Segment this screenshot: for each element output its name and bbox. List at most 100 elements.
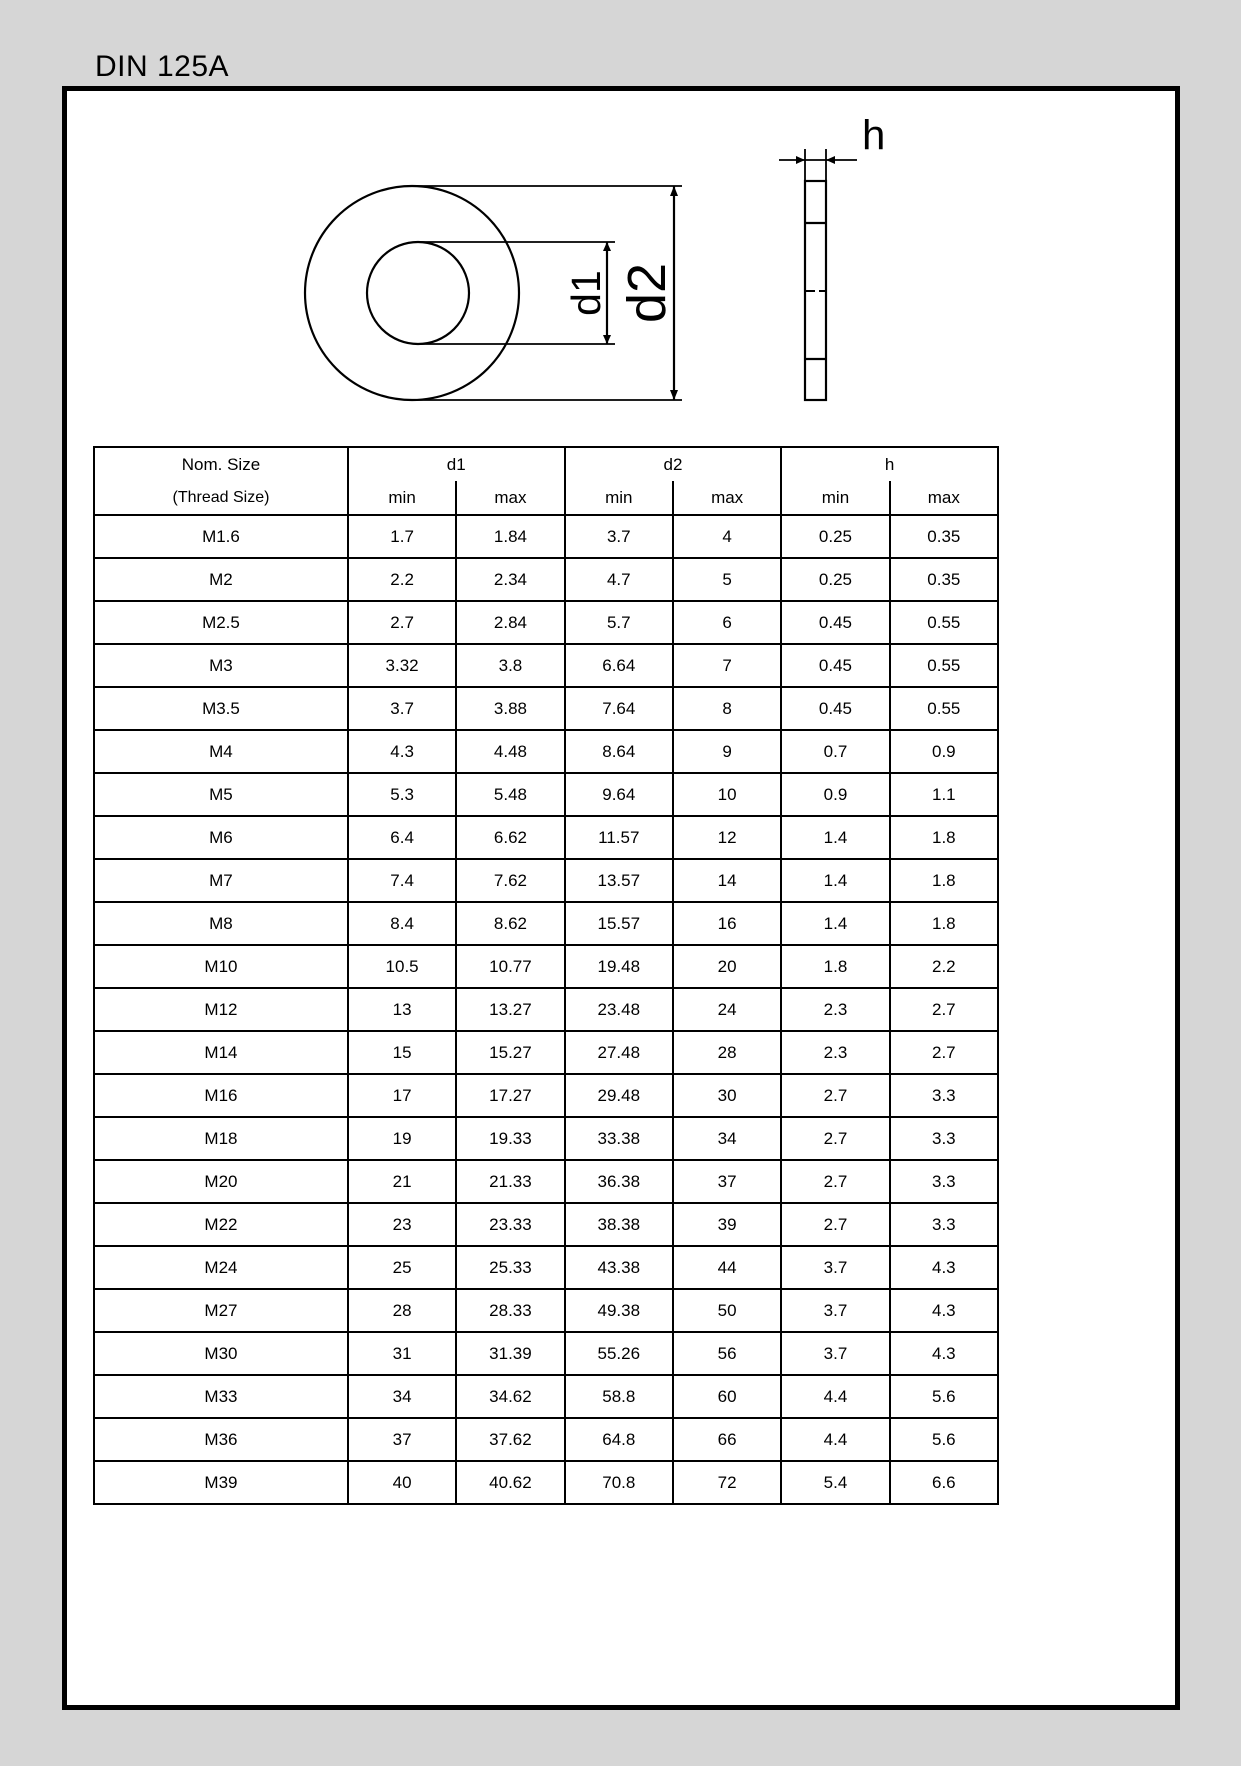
cell-d1-max: 17.27 bbox=[455, 1073, 566, 1118]
cell-h-min: 4.4 bbox=[780, 1417, 891, 1462]
cell-h-max: 0.55 bbox=[888, 600, 1000, 645]
table-row: M12 13 13.27 23.48 24 2.3 2.7 bbox=[93, 987, 1000, 1032]
cell-d2-min: 49.38 bbox=[563, 1288, 674, 1333]
inner-circle bbox=[365, 240, 471, 346]
cell-d2-max: 66 bbox=[671, 1417, 783, 1462]
header-d2-max: max bbox=[671, 481, 783, 516]
table-row: M36 37 37.62 64.8 66 4.4 5.6 bbox=[93, 1417, 1000, 1462]
cell-d2-min: 15.57 bbox=[563, 901, 674, 946]
cell-d2-max: 10 bbox=[671, 772, 783, 817]
header-nom-size-line2: (Thread Size) bbox=[93, 481, 349, 516]
cell-d1-max: 1.84 bbox=[455, 514, 566, 559]
header-d2-min: min bbox=[563, 481, 674, 516]
washer-front-view bbox=[303, 184, 521, 402]
cell-nom-size: M16 bbox=[93, 1073, 349, 1118]
cell-h-max: 0.55 bbox=[888, 686, 1000, 731]
cell-d1-min: 15 bbox=[346, 1030, 458, 1075]
cell-nom-size: M27 bbox=[93, 1288, 349, 1333]
cell-d2-max: 34 bbox=[671, 1116, 783, 1161]
cell-d2-min: 13.57 bbox=[563, 858, 674, 903]
header-group-h: h bbox=[780, 446, 999, 481]
cell-d2-max: 5 bbox=[671, 557, 783, 602]
cell-d1-max: 40.62 bbox=[455, 1460, 566, 1505]
cell-d2-max: 24 bbox=[671, 987, 783, 1032]
cell-h-max: 0.9 bbox=[888, 729, 1000, 774]
cell-nom-size: M3.5 bbox=[93, 686, 349, 731]
cell-h-max: 2.7 bbox=[888, 1030, 1000, 1075]
cell-h-max: 3.3 bbox=[888, 1116, 1000, 1161]
table-row: M3 3.32 3.8 6.64 7 0.45 0.55 bbox=[93, 643, 1000, 688]
cell-h-max: 2.2 bbox=[888, 944, 1000, 989]
cell-d2-min: 11.57 bbox=[563, 815, 674, 860]
cell-h-max: 2.7 bbox=[888, 987, 1000, 1032]
cell-d1-min: 23 bbox=[346, 1202, 458, 1247]
header-nom-size-line1: Nom. Size bbox=[93, 446, 349, 481]
cell-nom-size: M4 bbox=[93, 729, 349, 774]
table-body: M1.6 1.7 1.84 3.7 4 0.25 0.35 M2 2.2 2.34 4.7 5 0.25… bbox=[93, 514, 1000, 1505]
cell-d1-min: 19 bbox=[346, 1116, 458, 1161]
cell-h-max: 5.6 bbox=[888, 1374, 1000, 1419]
cell-h-min: 3.7 bbox=[780, 1245, 891, 1290]
cell-nom-size: M12 bbox=[93, 987, 349, 1032]
header-d1-max: max bbox=[455, 481, 566, 516]
cell-h-max: 1.8 bbox=[888, 815, 1000, 860]
table-row: M1.6 1.7 1.84 3.7 4 0.25 0.35 bbox=[93, 514, 1000, 559]
cell-h-min: 4.4 bbox=[780, 1374, 891, 1419]
cell-d1-max: 28.33 bbox=[455, 1288, 566, 1333]
cell-d2-min: 36.38 bbox=[563, 1159, 674, 1204]
header-group-d1: d1 bbox=[346, 446, 566, 481]
cell-h-min: 0.45 bbox=[780, 686, 891, 731]
cell-nom-size: M30 bbox=[93, 1331, 349, 1376]
cell-d1-max: 2.84 bbox=[455, 600, 566, 645]
cell-h-min: 5.4 bbox=[780, 1460, 891, 1505]
cell-d2-min: 23.48 bbox=[563, 987, 674, 1032]
table-header-row-groups: Nom. Size d1 d2 h bbox=[93, 446, 999, 481]
cell-h-max: 1.1 bbox=[888, 772, 1000, 817]
cell-d2-min: 3.7 bbox=[563, 514, 674, 559]
table-row: M39 40 40.62 70.8 72 5.4 6.6 bbox=[93, 1460, 1000, 1505]
cell-d2-max: 44 bbox=[671, 1245, 783, 1290]
cell-d1-min: 4.3 bbox=[346, 729, 458, 774]
cell-nom-size: M20 bbox=[93, 1159, 349, 1204]
cell-d1-max: 34.62 bbox=[455, 1374, 566, 1419]
page-title: DIN 125A bbox=[95, 50, 230, 83]
cell-nom-size: M14 bbox=[93, 1030, 349, 1075]
d2-dimension bbox=[412, 185, 682, 401]
cell-d1-max: 3.88 bbox=[455, 686, 566, 731]
cell-h-min: 2.3 bbox=[780, 987, 891, 1032]
cell-nom-size: M1.6 bbox=[93, 514, 349, 559]
cell-d2-max: 6 bbox=[671, 600, 783, 645]
cell-d2-max: 4 bbox=[671, 514, 783, 559]
cell-d1-min: 7.4 bbox=[346, 858, 458, 903]
table-row: M20 21 21.33 36.38 37 2.7 3.3 bbox=[93, 1159, 1000, 1204]
cell-d2-max: 20 bbox=[671, 944, 783, 989]
cell-d1-max: 15.27 bbox=[455, 1030, 566, 1075]
technical-drawing: d1 d2 bbox=[67, 91, 1175, 436]
cell-d1-min: 37 bbox=[346, 1417, 458, 1462]
cell-d2-min: 27.48 bbox=[563, 1030, 674, 1075]
cell-d1-max: 31.39 bbox=[455, 1331, 566, 1376]
cell-d2-min: 64.8 bbox=[563, 1417, 674, 1462]
cell-d1-max: 10.77 bbox=[455, 944, 566, 989]
cell-h-min: 1.8 bbox=[780, 944, 891, 989]
cell-h-max: 4.3 bbox=[888, 1245, 1000, 1290]
cell-d2-min: 4.7 bbox=[563, 557, 674, 602]
cell-h-max: 4.3 bbox=[888, 1331, 1000, 1376]
d1-dimension bbox=[418, 241, 615, 345]
cell-d1-min: 8.4 bbox=[346, 901, 458, 946]
cell-h-min: 0.45 bbox=[780, 643, 891, 688]
cell-h-max: 3.3 bbox=[888, 1073, 1000, 1118]
cell-d2-max: 9 bbox=[671, 729, 783, 774]
cell-d1-max: 6.62 bbox=[455, 815, 566, 860]
cell-d1-min: 2.2 bbox=[346, 557, 458, 602]
cell-nom-size: M3 bbox=[93, 643, 349, 688]
cell-d2-min: 33.38 bbox=[563, 1116, 674, 1161]
cell-d1-max: 21.33 bbox=[455, 1159, 566, 1204]
table-row: M4 4.3 4.48 8.64 9 0.7 0.9 bbox=[93, 729, 1000, 774]
cell-d2-max: 12 bbox=[671, 815, 783, 860]
drawing-sheet: d1 d2 bbox=[62, 86, 1180, 1710]
header-d1-min: min bbox=[346, 481, 458, 516]
cell-nom-size: M24 bbox=[93, 1245, 349, 1290]
table-row: M5 5.3 5.48 9.64 10 0.9 1.1 bbox=[93, 772, 1000, 817]
cell-nom-size: M2 bbox=[93, 557, 349, 602]
